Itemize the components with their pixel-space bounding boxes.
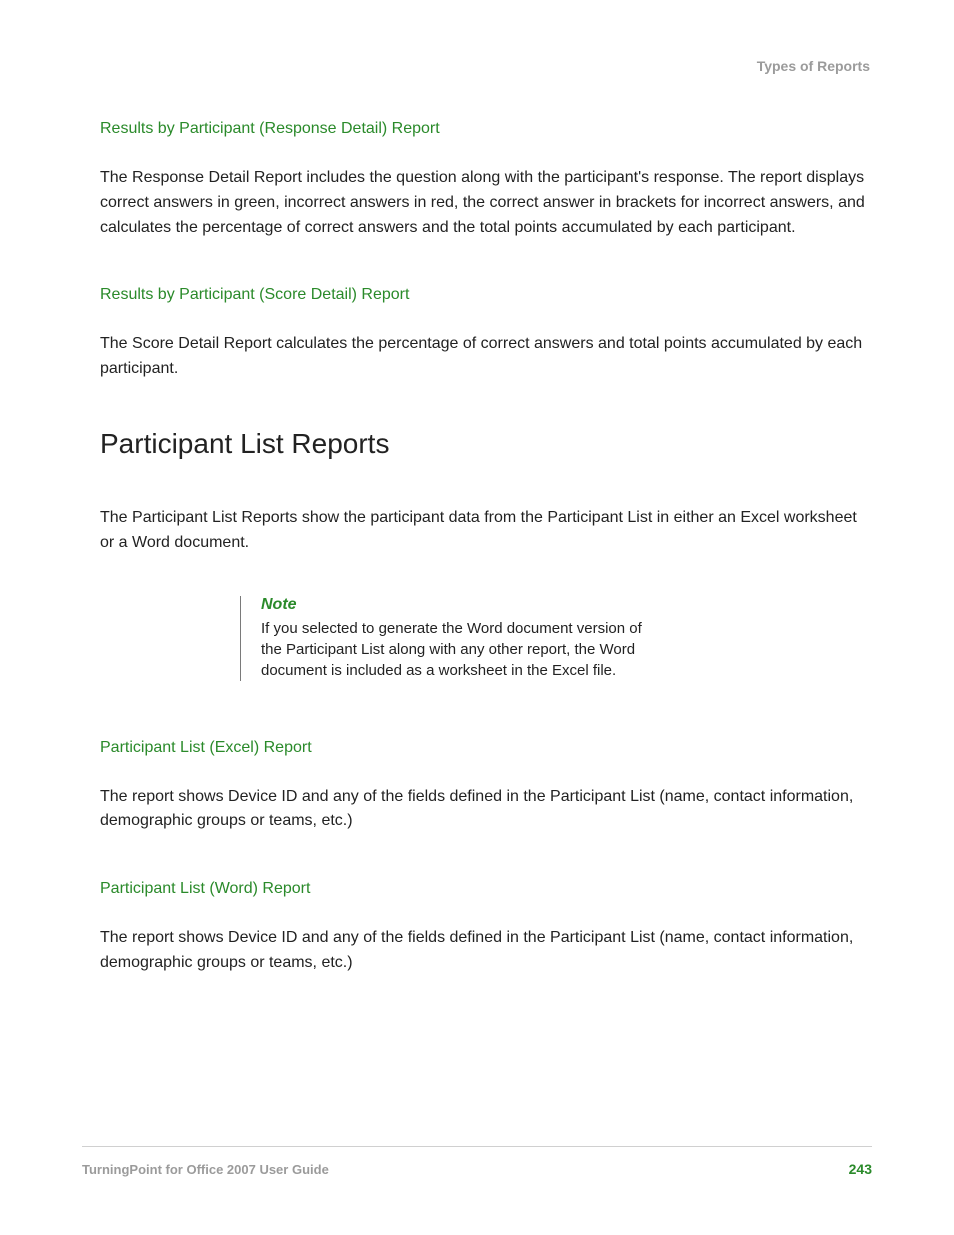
subheading-score-detail: Results by Participant (Score Detail) Re… — [100, 286, 872, 304]
subheading-word-report: Participant List (Word) Report — [100, 880, 872, 898]
page: Types of Reports Results by Participant … — [0, 0, 954, 1235]
page-footer: TurningPoint for Office 2007 User Guide … — [82, 1146, 872, 1177]
running-header: Types of Reports — [100, 58, 872, 74]
main-intro: The Participant List Reports show the pa… — [100, 506, 872, 556]
note-block: Note If you selected to generate the Wor… — [240, 596, 660, 681]
subheading-response-detail: Results by Participant (Response Detail)… — [100, 120, 872, 138]
body-score-detail: The Score Detail Report calculates the p… — [100, 332, 872, 382]
body-response-detail: The Response Detail Report includes the … — [100, 166, 872, 240]
subheading-excel-report: Participant List (Excel) Report — [100, 739, 872, 757]
footer-doc-title: TurningPoint for Office 2007 User Guide — [82, 1162, 329, 1177]
main-heading: Participant List Reports — [100, 428, 872, 460]
note-text: If you selected to generate the Word doc… — [261, 618, 660, 681]
note-label: Note — [261, 596, 660, 614]
body-excel-report: The report shows Device ID and any of th… — [100, 785, 872, 835]
body-word-report: The report shows Device ID and any of th… — [100, 926, 872, 976]
footer-page-number: 243 — [849, 1161, 872, 1177]
